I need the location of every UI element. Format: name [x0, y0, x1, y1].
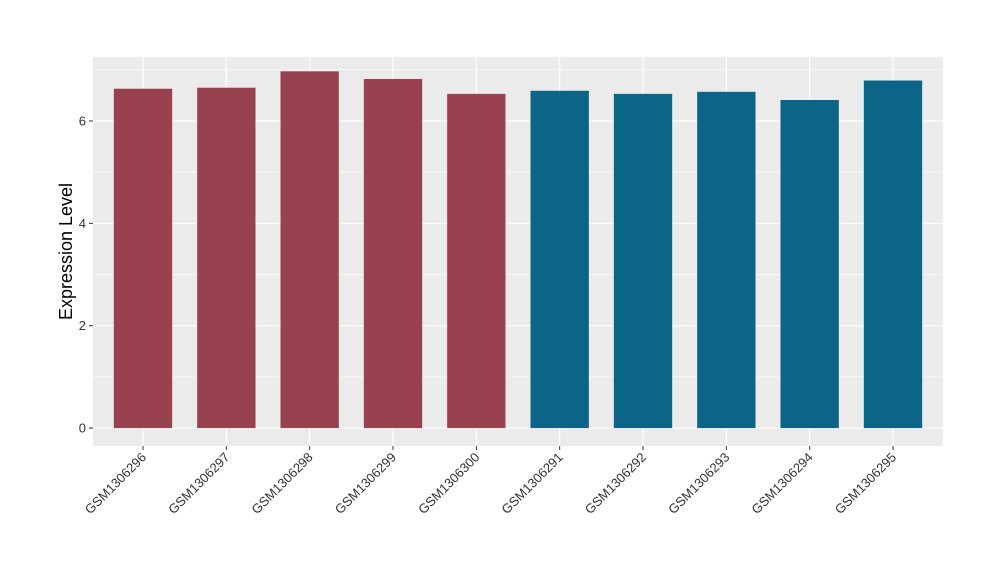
x-tick-label: GSM1306297: [165, 450, 232, 517]
y-axis-title: Expression Level: [56, 183, 76, 320]
x-tick-label: GSM1306291: [498, 450, 565, 517]
x-tick-label: GSM1306296: [82, 450, 149, 517]
bar: [697, 91, 756, 429]
x-tick-label: GSM1306293: [665, 450, 732, 517]
bar: [447, 93, 506, 429]
x-axis: GSM1306296 GSM1306297 GSM1306298 GSM1306299…: [82, 446, 899, 517]
bars: [113, 71, 923, 429]
y-tick-label: 2: [79, 318, 86, 333]
x-tick-label: GSM1306298: [248, 450, 315, 517]
bar: [113, 88, 173, 429]
bar: [780, 99, 839, 429]
x-tick-label: GSM1306295: [832, 450, 899, 517]
bar: [530, 90, 589, 429]
x-tick-label: GSM1306294: [748, 450, 815, 517]
x-tick-label: GSM1306300: [415, 450, 482, 517]
x-tick-label: GSM1306299: [332, 450, 399, 517]
y-tick-label: 6: [79, 113, 86, 128]
bar: [863, 80, 923, 429]
y-axis: 0 2 4 6: [79, 113, 93, 436]
y-tick-label: 0: [79, 421, 86, 436]
bar: [363, 79, 423, 429]
bar: [197, 87, 256, 429]
bar: [280, 71, 339, 429]
x-tick-label: GSM1306292: [582, 450, 649, 517]
y-tick-label: 4: [79, 216, 86, 231]
bar: [613, 93, 673, 429]
